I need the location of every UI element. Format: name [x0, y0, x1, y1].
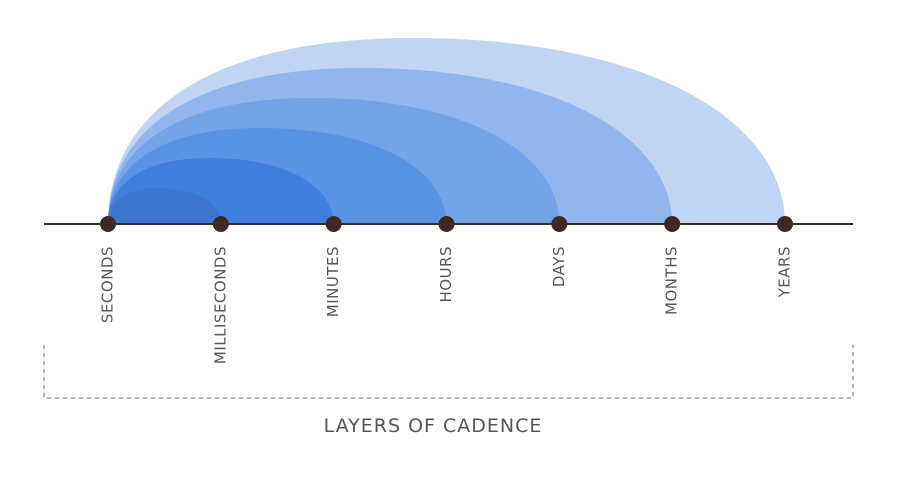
- node-label: MILLISECONDS: [211, 246, 229, 364]
- node-dot: [777, 216, 793, 232]
- node-dot: [664, 216, 681, 232]
- nodes: SECONDS MILLISECONDS MINUTES HOURS DAYS MONTH…: [99, 216, 794, 364]
- node-label: MINUTES: [324, 246, 342, 317]
- node-dot: [438, 216, 455, 232]
- node-label: HOURS: [437, 246, 455, 303]
- node-dot: [325, 216, 342, 232]
- node-label: MONTHS: [663, 246, 681, 315]
- node-label: DAYS: [550, 246, 568, 287]
- arc: [108, 188, 221, 224]
- node-label: SECONDS: [99, 246, 117, 323]
- arcs: [108, 38, 785, 224]
- caption: LAYERS OF CADENCE: [324, 415, 543, 437]
- node-label: YEARS: [776, 246, 794, 298]
- node-dot: [100, 216, 116, 232]
- node-dot: [551, 216, 568, 232]
- node-dot: [212, 216, 229, 232]
- bracket: [43, 345, 854, 399]
